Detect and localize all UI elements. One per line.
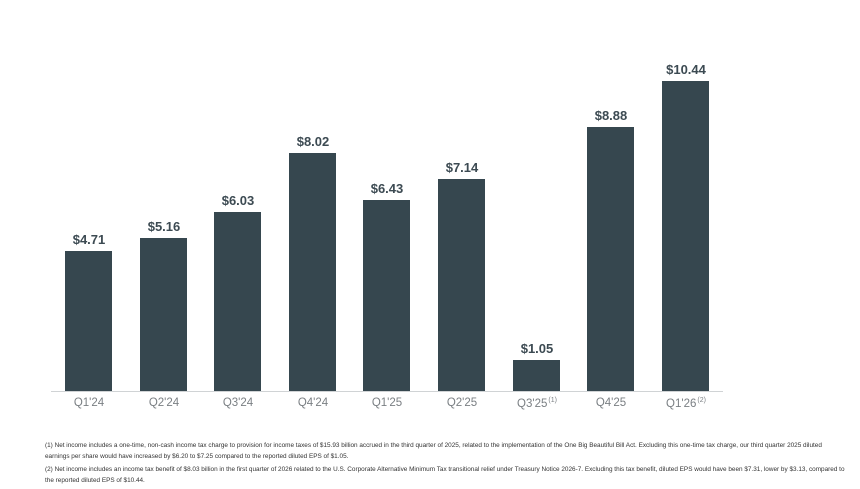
x-tick-label: Q2'24 <box>119 397 209 409</box>
bar-value-label: $7.14 <box>445 160 479 175</box>
bar-value-label: $8.02 <box>296 134 330 149</box>
x-tick-label: Q4'25 <box>566 397 656 409</box>
bar-value-label: $8.88 <box>594 108 628 123</box>
x-tick-label: Q4'24 <box>268 397 358 409</box>
bar <box>214 212 261 391</box>
bar-value-label: $5.16 <box>147 219 181 234</box>
x-tick-text: Q1'26 <box>666 398 697 410</box>
footnote-marker: (1) <box>548 397 557 404</box>
x-tick-label: Q1'25 <box>342 397 432 409</box>
bar <box>513 360 560 391</box>
bar <box>662 81 709 391</box>
x-tick-text: Q4'24 <box>297 397 329 409</box>
bar <box>289 153 336 391</box>
bar-value-label: $10.44 <box>666 62 706 77</box>
x-tick-text: Q2'24 <box>148 397 180 409</box>
bar-value-label: $1.05 <box>520 341 554 356</box>
footnote-2: (2) Net income includes an income tax be… <box>45 466 845 484</box>
bar <box>587 127 634 391</box>
footnotes: (1) Net income includes a one-time, non-… <box>45 441 845 489</box>
x-tick-label: Q2'25 <box>417 397 507 409</box>
x-tick-label: Q3'24 <box>193 397 283 409</box>
bar-value-label: $6.43 <box>370 181 404 196</box>
x-tick-text: Q4'25 <box>595 397 627 409</box>
footnote-marker: (2) <box>697 397 706 404</box>
bar <box>438 179 485 391</box>
bar-value-label: $4.71 <box>72 232 106 247</box>
bar-value-label: $6.03 <box>221 193 255 208</box>
bar <box>140 238 187 391</box>
x-tick-label: Q1'26(2) <box>641 397 731 410</box>
x-tick-text: Q3'24 <box>222 397 254 409</box>
eps-bar-chart: $4.71 $5.16 $6.03 $8.02 $6.43 $7.14 $1.05 $8.88… <box>44 62 731 410</box>
bar <box>363 200 410 391</box>
footnote-1: (1) Net income includes a one-time, non-… <box>45 442 822 460</box>
x-tick-label: Q3'25(1) <box>492 397 582 410</box>
x-tick-text: Q3'25 <box>517 398 548 410</box>
x-tick-label: Q1'24 <box>44 397 134 409</box>
bar <box>65 251 112 391</box>
x-axis-line <box>51 391 723 392</box>
x-tick-text: Q1'24 <box>73 397 105 409</box>
x-tick-text: Q1'25 <box>371 397 403 409</box>
x-tick-text: Q2'25 <box>446 397 478 409</box>
